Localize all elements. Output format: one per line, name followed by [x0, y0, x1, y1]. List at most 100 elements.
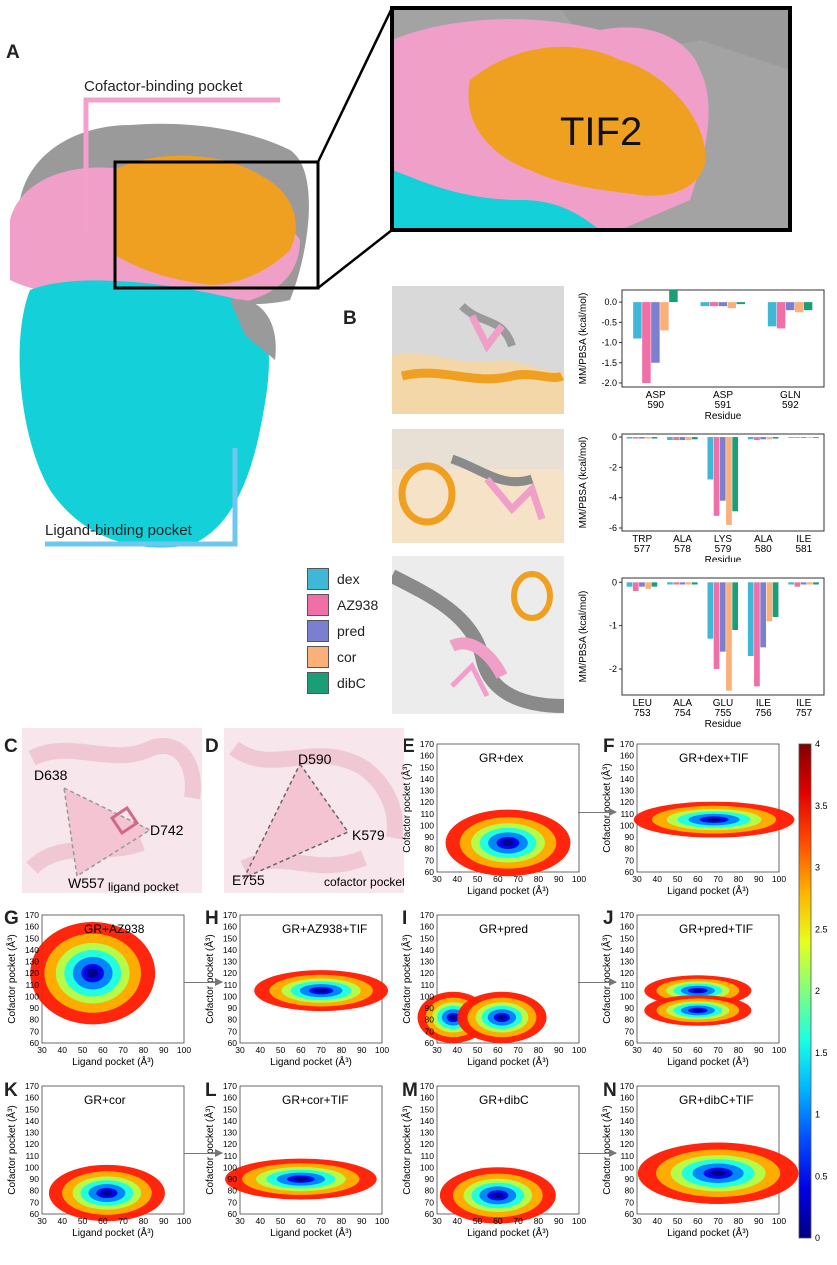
y-axis-label: Cofactor pocket (Å³) [5, 934, 18, 1023]
ligand-pocket-illustration: D638 D742 W557 ligand pocket [22, 728, 202, 893]
density-contour [710, 1170, 726, 1177]
y-tick-label: 80 [30, 1015, 40, 1025]
x-tick-label: 50 [473, 874, 483, 884]
y-tick-label: 100 [25, 991, 39, 1001]
protein-surface-figure: TIF2 [10, 6, 792, 548]
y-tick-label: 120 [223, 968, 237, 978]
y-tick-label: -2 [609, 462, 617, 472]
y-tick-label: 0 [612, 432, 617, 442]
bar-cor [806, 437, 813, 438]
bar-AZ938 [754, 437, 760, 441]
x-tick-label: 90 [554, 874, 564, 884]
y-tick-label: 100 [25, 1162, 39, 1172]
x-tick-label: 590 [647, 400, 664, 411]
y-tick-label: 150 [420, 1104, 434, 1114]
y-tick-label: 130 [223, 957, 237, 967]
x-tick-label: 40 [453, 874, 463, 884]
y-tick-label: 60 [228, 1209, 238, 1219]
bar-pred [718, 302, 727, 307]
y-tick-label: 70 [425, 1197, 435, 1207]
x-tick-label: 80 [139, 1045, 149, 1055]
heatmap-panel-h: 30 40 50 60 70 80 90 10060708090100110120130140… [203, 910, 389, 1068]
x-tick-label: GLU [713, 698, 734, 709]
x-tick-label: 591 [715, 400, 732, 411]
x-tick-label: 40 [653, 874, 663, 884]
x-tick-label: TRP [632, 534, 652, 545]
x-tick-label: 754 [674, 708, 691, 719]
y-tick-label: 150 [620, 1104, 634, 1114]
bar-pred [785, 302, 795, 311]
x-tick-label: 100 [772, 874, 786, 884]
y-tick-label: 60 [30, 1038, 40, 1048]
x-tick-label: 70 [513, 1045, 523, 1055]
x-tick-label: 70 [316, 1045, 326, 1055]
y-tick-label: 150 [25, 1104, 39, 1114]
bar-AZ938 [709, 302, 718, 307]
y-tick-label: 160 [223, 1093, 237, 1103]
legend-item-az938: AZ938 [307, 594, 378, 616]
y-tick-label: 90 [30, 1174, 40, 1184]
y-tick-label: -2.0 [601, 378, 617, 388]
bar-pred [679, 437, 686, 441]
y-tick-label: 170 [25, 1081, 39, 1091]
x-tick-label: 100 [375, 1045, 389, 1055]
bar-dex [747, 437, 754, 440]
x-axis-label: Ligand pocket (Å³) [270, 1226, 352, 1239]
heatmap-panel-m: 30 40 50 60 70 80 90 10060708090100110120130140… [400, 1081, 586, 1239]
heatmap-title: GR+pred [479, 922, 528, 936]
x-tick-label: 100 [572, 874, 586, 884]
y-tick-label: 140 [420, 774, 434, 784]
bar-AZ938 [776, 302, 786, 329]
x-tick-label: 50 [276, 1216, 286, 1226]
y-axis-label: Cofactor pocket (Å³) [600, 763, 613, 852]
density-contour [449, 1015, 457, 1020]
y-tick-label: 60 [30, 1209, 40, 1219]
x-tick-label: ALA [673, 534, 692, 545]
bar-pred [760, 437, 767, 440]
y-axis-label: MM/PBSA (kcal/mol) [578, 437, 589, 529]
y-tick-label: -1.5 [601, 358, 617, 368]
bar-dex [788, 437, 794, 438]
x-axis-label: Ligand pocket (Å³) [72, 1055, 154, 1068]
y-tick-label: 140 [25, 1116, 39, 1126]
x-tick-label: LEU [632, 698, 651, 709]
bar-dex [667, 437, 673, 441]
bar-dibC [651, 582, 658, 587]
x-tick-label: 80 [534, 1216, 544, 1226]
residue-d590: D590 [298, 751, 332, 767]
y-tick-label: -1.0 [601, 338, 617, 348]
x-tick-label: ILE [796, 698, 811, 709]
arrow-az938 [184, 978, 223, 986]
bar-dibC [732, 437, 739, 512]
density-contour [706, 818, 722, 822]
bar-cor [766, 437, 773, 440]
y-tick-label: 120 [420, 1139, 434, 1149]
x-tick-label: 30 [432, 874, 442, 884]
y-tick-label: 70 [625, 1026, 635, 1036]
legend-item-dex: dex [307, 568, 360, 590]
y-tick-label: 130 [420, 1128, 434, 1138]
legend: dex AZ938 pred cor dibC [307, 568, 387, 708]
panel-label-g: G [4, 908, 19, 929]
bar-chart-glu755: 0-1-2LEU753ALA754GLU755ILE756ILE757Resid… [578, 577, 825, 730]
x-tick-label: 100 [772, 1045, 786, 1055]
x-tick-label: ASP [713, 390, 733, 401]
legend-label: dibC [337, 675, 366, 691]
legend-swatch [307, 620, 329, 642]
y-tick-label: 140 [25, 945, 39, 955]
y-tick-label: 130 [620, 786, 634, 796]
x-tick-label: 50 [673, 874, 683, 884]
y-tick-label: 80 [625, 1015, 635, 1025]
x-axis-label: Ligand pocket (Å³) [467, 884, 549, 897]
y-tick-label: 130 [420, 786, 434, 796]
plot-frame [621, 433, 825, 532]
x-tick-label: 80 [139, 1216, 149, 1226]
y-tick-label: 80 [425, 1015, 435, 1025]
bar-dex [767, 302, 777, 327]
legend-swatch [307, 594, 329, 616]
heatmap-title: GR+dibC+TIF [679, 1093, 754, 1107]
legend-label: AZ938 [337, 597, 379, 613]
bar-pred [800, 437, 807, 438]
bar-pred [639, 582, 645, 587]
x-tick-label: 60 [493, 874, 503, 884]
